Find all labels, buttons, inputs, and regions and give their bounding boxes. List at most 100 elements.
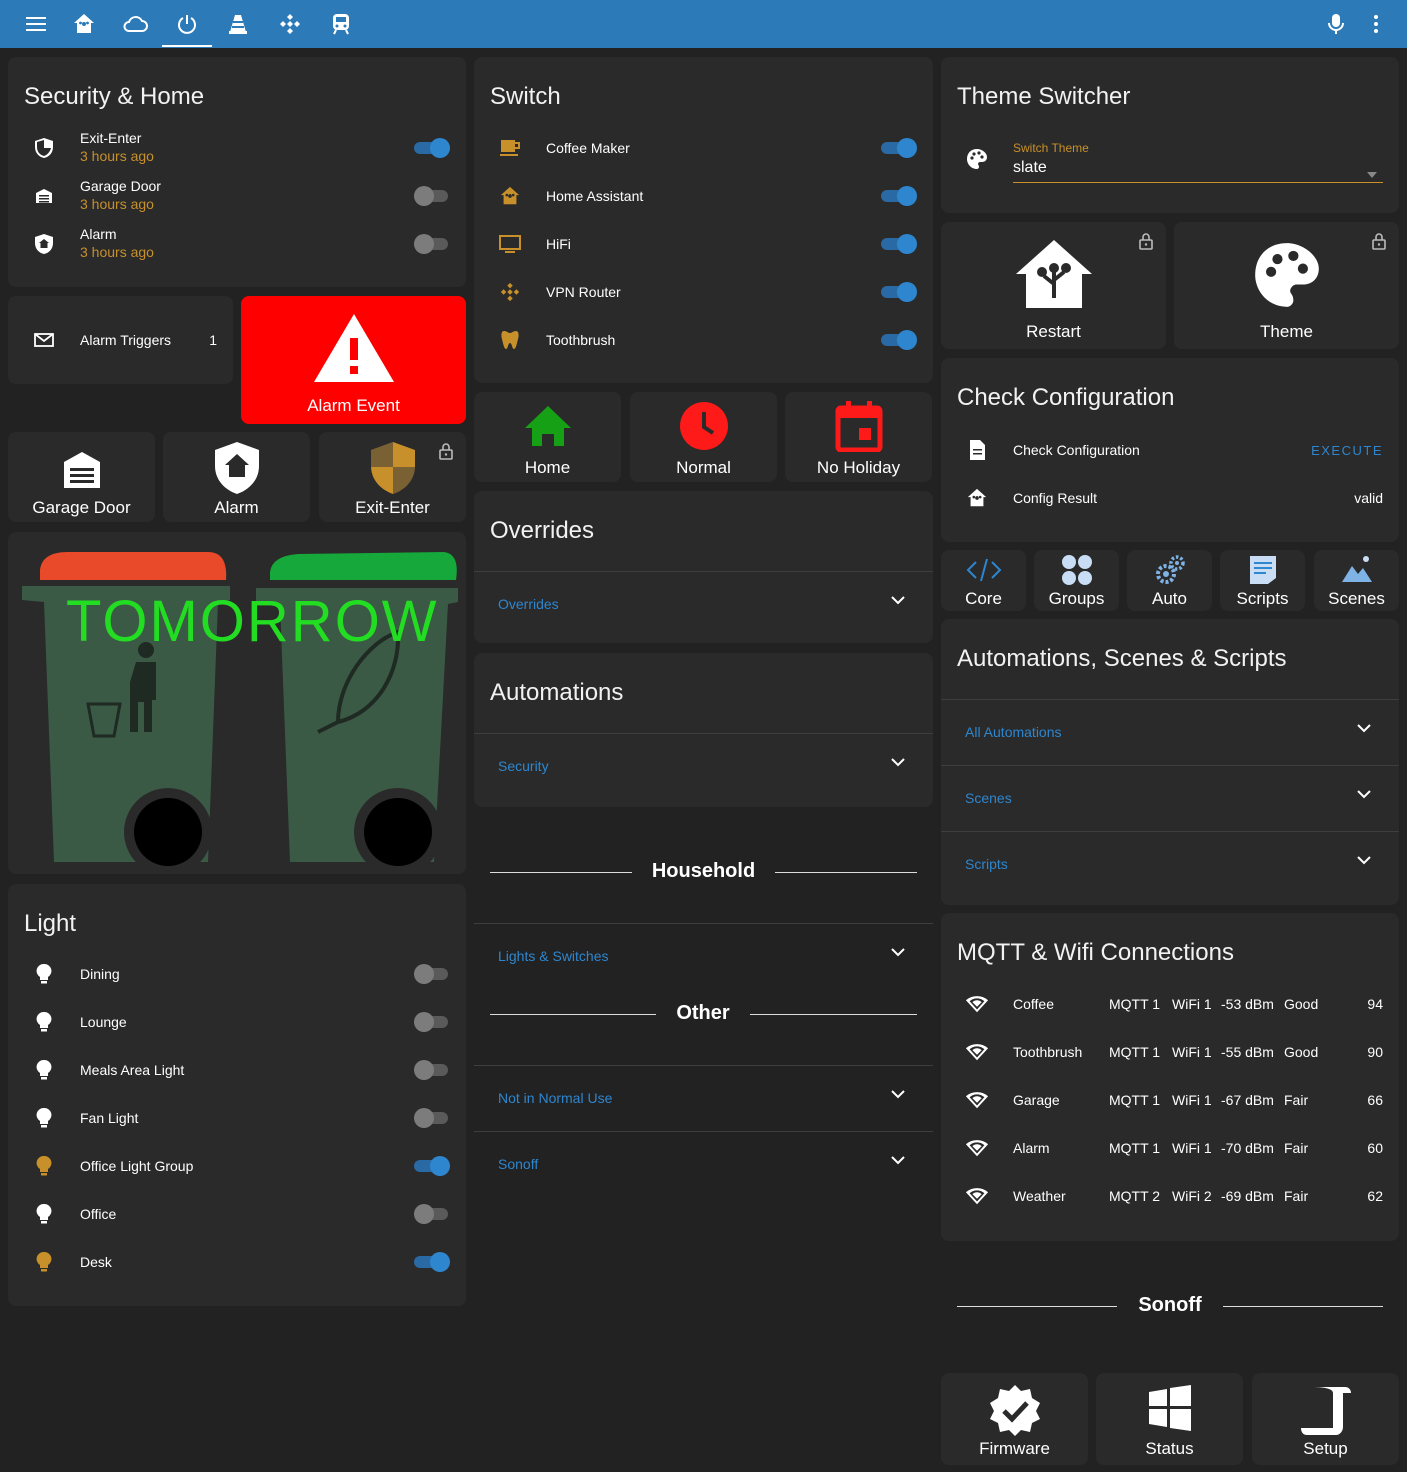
home-mode-button[interactable]: Home	[474, 392, 621, 482]
entity-row-hifi[interactable]: HiFi	[474, 220, 933, 268]
row-label: Meals Area Light	[80, 1062, 185, 1078]
toggle-switch[interactable]	[414, 1204, 450, 1224]
toggle-switch[interactable]	[881, 186, 917, 206]
microphone-icon[interactable]	[1323, 12, 1349, 36]
button-label: Status	[1145, 1439, 1194, 1458]
setup-button[interactable]: Setup	[1252, 1373, 1399, 1465]
alarm-event-button[interactable]: Alarm Event	[241, 296, 466, 424]
chevron-down-icon[interactable]	[891, 592, 905, 610]
entity-row-toothbrush[interactable]: Toothbrush	[474, 316, 933, 364]
toggle-switch[interactable]	[881, 330, 917, 350]
entity-row-exit-enter[interactable]: Exit-Enter 3 hours ago	[8, 124, 466, 172]
row-label: Config Result	[1013, 490, 1098, 506]
core-nav-button[interactable]: Core	[941, 550, 1026, 611]
chevron-down-icon[interactable]	[891, 1086, 905, 1104]
expander-label: Overrides	[498, 596, 559, 612]
toggle-switch[interactable]	[414, 1060, 450, 1080]
chevron-down-icon[interactable]	[1357, 720, 1371, 738]
toggle-switch[interactable]	[881, 234, 917, 254]
entity-row-light[interactable]: Dining	[8, 950, 466, 998]
button-label: Garage Door	[32, 498, 131, 517]
button-label: Firmware	[979, 1439, 1050, 1458]
entity-row-light[interactable]: Meals Area Light	[8, 1046, 466, 1094]
entity-row-light[interactable]: Office	[8, 1190, 466, 1238]
expander-sonoff[interactable]: Sonoff	[474, 1131, 933, 1197]
chevron-down-icon[interactable]	[891, 1152, 905, 1170]
expander-lights-switches[interactable]: Lights & Switches	[474, 923, 933, 989]
expander-security[interactable]: Security	[474, 733, 933, 799]
lightbulb-icon	[32, 1058, 56, 1082]
groups-nav-button[interactable]: Groups	[1034, 550, 1119, 611]
chevron-down-icon[interactable]	[891, 944, 905, 962]
mqtt-device-row: Alarm MQTT 1 WiFi 1 -70 dBm Fair 60	[941, 1124, 1399, 1172]
entity-row-garage-door[interactable]: Garage Door 3 hours ago	[8, 172, 466, 220]
row-label: Lounge	[80, 1014, 127, 1030]
toggle-switch[interactable]	[881, 138, 917, 158]
left-bin	[22, 552, 230, 874]
no-holiday-button[interactable]: No Holiday	[785, 392, 932, 482]
lightbulb-icon	[32, 1154, 56, 1178]
dropdown-arrow-icon[interactable]	[1367, 165, 1377, 183]
entity-row-light[interactable]: Lounge	[8, 998, 466, 1046]
firmware-button[interactable]: Firmware	[941, 1373, 1088, 1465]
toggle-switch[interactable]	[414, 1012, 450, 1032]
restart-button[interactable]: Restart	[941, 222, 1166, 349]
entity-row-coffee-maker[interactable]: Coffee Maker	[474, 124, 933, 172]
scenes-nav-button[interactable]: Scenes	[1314, 550, 1399, 611]
home-assistant-icon[interactable]	[71, 12, 97, 36]
execute-button[interactable]: EXECUTE	[1311, 443, 1383, 458]
toggle-switch[interactable]	[414, 964, 450, 984]
train-icon[interactable]	[328, 12, 354, 36]
section-heading-household: Household	[651, 860, 756, 882]
vlc-cone-icon[interactable]	[225, 12, 251, 36]
toggle-switch[interactable]	[414, 138, 450, 158]
toggle-switch[interactable]	[414, 1252, 450, 1272]
mqtt-broker: MQTT 1	[1109, 1140, 1161, 1156]
divider-line	[1223, 1306, 1383, 1307]
theme-select[interactable]: slate	[1013, 157, 1383, 183]
entity-row-vpn-router[interactable]: VPN Router	[474, 268, 933, 316]
cloud-icon[interactable]	[122, 12, 148, 36]
theme-button[interactable]: Theme	[1174, 222, 1399, 349]
chevron-down-icon[interactable]	[891, 754, 905, 772]
signal-quality: Fair	[1284, 1140, 1309, 1156]
expander-overrides[interactable]: Overrides	[474, 571, 933, 637]
toggle-switch[interactable]	[414, 1108, 450, 1128]
toggle-switch[interactable]	[414, 234, 450, 254]
expander-scenes[interactable]: Scenes	[941, 765, 1399, 831]
device-name: Toothbrush	[1013, 1044, 1083, 1060]
expander-label: Security	[498, 758, 549, 774]
kodi-icon[interactable]	[277, 12, 303, 36]
lock-icon	[438, 442, 454, 465]
status-button[interactable]: Status	[1096, 1373, 1243, 1465]
chevron-down-icon[interactable]	[1357, 852, 1371, 870]
scripts-nav-button[interactable]: Scripts	[1220, 550, 1305, 611]
button-label: Home	[524, 458, 571, 477]
expander-all-automations[interactable]: All Automations	[941, 699, 1399, 765]
wifi-network: WiFi 1	[1172, 1044, 1212, 1060]
toggle-switch[interactable]	[414, 186, 450, 206]
entity-row-check-configuration: Check Configuration EXECUTE	[941, 426, 1399, 474]
power-icon[interactable]	[174, 12, 200, 36]
toggle-switch[interactable]	[881, 282, 917, 302]
entity-row-light[interactable]: Desk	[8, 1238, 466, 1286]
alarm-button[interactable]: Alarm	[163, 432, 310, 522]
entity-row-light[interactable]: Office Light Group	[8, 1142, 466, 1190]
device-name: Alarm	[1013, 1140, 1050, 1156]
menu-icon[interactable]	[23, 12, 49, 36]
entity-row-alarm[interactable]: Alarm 3 hours ago	[8, 220, 466, 268]
dots-vertical-icon[interactable]	[1363, 12, 1389, 36]
alarm-triggers-card[interactable]: Alarm Triggers 1	[8, 296, 233, 384]
toggle-switch[interactable]	[414, 1156, 450, 1176]
chevron-down-icon[interactable]	[1357, 786, 1371, 804]
entity-row-home-assistant[interactable]: Home Assistant	[474, 172, 933, 220]
expander-scripts[interactable]: Scripts	[941, 831, 1399, 897]
garage-door-button[interactable]: Garage Door	[8, 432, 155, 522]
expander-not-in-normal-use[interactable]: Not in Normal Use	[474, 1065, 933, 1131]
row-label: Office Light Group	[80, 1158, 194, 1174]
normal-mode-button[interactable]: Normal	[630, 392, 777, 482]
exit-enter-button[interactable]: Exit-Enter	[319, 432, 466, 522]
auto-nav-button[interactable]: Auto	[1127, 550, 1212, 611]
entity-row-light[interactable]: Fan Light	[8, 1094, 466, 1142]
wifi-network: WiFi 1	[1172, 1140, 1212, 1156]
